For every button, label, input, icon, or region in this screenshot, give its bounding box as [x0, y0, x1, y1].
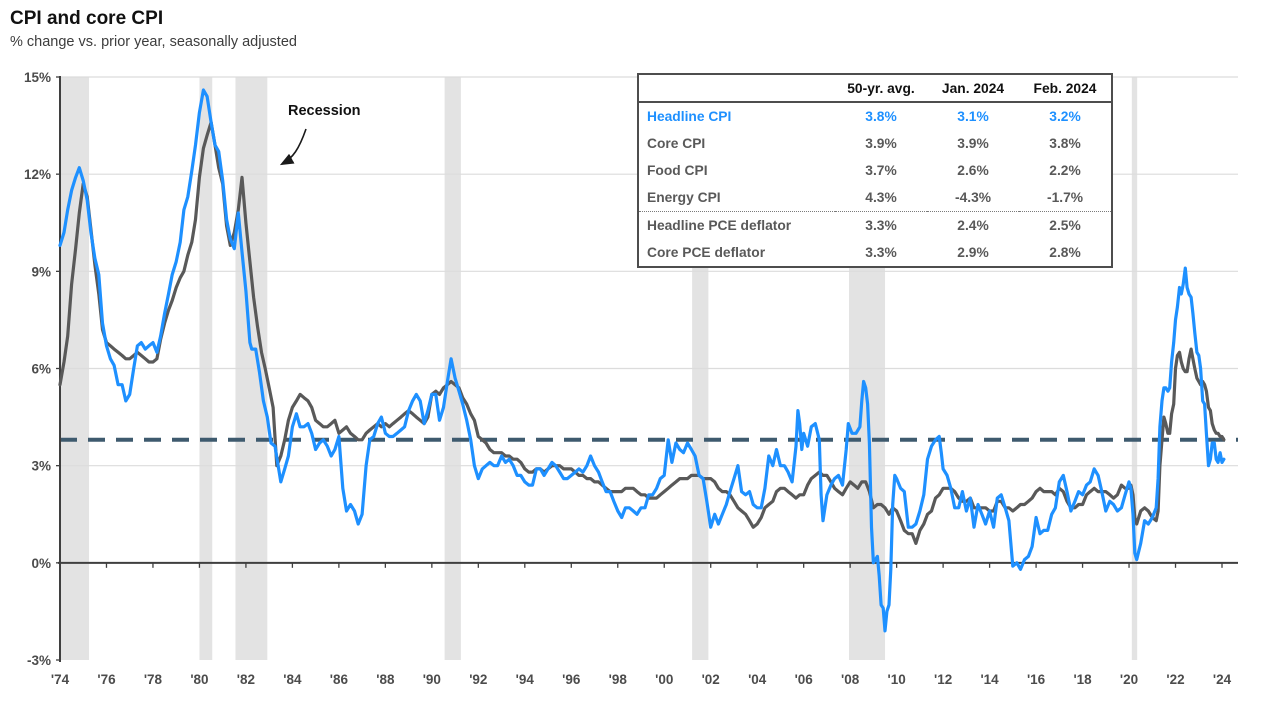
x-axis-label: '74 [51, 672, 70, 687]
table-value-cell: 3.9% [865, 136, 897, 151]
table-value-cell: 2.4% [957, 218, 989, 233]
recession-annotation-label: Recession [288, 103, 361, 119]
y-axis-label: 15% [24, 70, 51, 85]
y-axis-label: 6% [31, 362, 51, 377]
x-axis-label: '04 [748, 672, 767, 687]
x-axis-label: '82 [237, 672, 255, 687]
table-row-label: Energy CPI [639, 184, 835, 212]
recession-annotation-arrow [279, 128, 307, 166]
table-value-cell: 2.6% [957, 163, 989, 178]
table-column-header: Jan. 2024 [927, 75, 1019, 103]
table-value-cell: -1.7% [1019, 184, 1111, 212]
series-line-headline-cpi [58, 88, 1226, 633]
page-subtitle: % change vs. prior year, seasonally adju… [10, 34, 297, 50]
table-value-cell: 3.1% [957, 109, 989, 124]
table-row-label: Headline CPI [647, 109, 732, 124]
table-column-header: 50-yr. avg. [835, 75, 927, 103]
table-value-cell: 2.5% [1049, 218, 1081, 233]
table-value-cell: 3.3% [865, 218, 897, 233]
x-axis-label: '98 [609, 672, 628, 687]
x-axis-label: '80 [190, 672, 208, 687]
x-axis-label: '14 [980, 672, 999, 687]
x-axis-label: '78 [144, 672, 163, 687]
table-value-cell: 2.9% [957, 245, 989, 260]
x-axis-label: '90 [423, 672, 441, 687]
table-value-cell: 3.7% [865, 163, 897, 178]
x-axis-label: '94 [516, 672, 535, 687]
y-axis-label: 9% [31, 264, 51, 279]
y-axis-label: -3% [27, 653, 51, 668]
x-axis-label: '10 [888, 672, 906, 687]
y-axis-label: 12% [24, 167, 51, 182]
x-axis-label: '92 [469, 672, 487, 687]
table-value-cell: 3.8% [1049, 136, 1081, 151]
x-axis-label: '08 [841, 672, 860, 687]
x-axis-label: '12 [934, 672, 952, 687]
table-value-cell: -4.3% [927, 184, 1019, 212]
x-axis-label: '18 [1073, 672, 1092, 687]
table-row-label: Food CPI [647, 163, 708, 178]
table-row-label: Core PCE deflator [647, 245, 766, 260]
x-axis-label: '86 [330, 672, 349, 687]
table-column-header: Feb. 2024 [1019, 75, 1111, 103]
table-value-cell: 3.3% [865, 245, 897, 260]
y-axis-label: 3% [31, 459, 51, 474]
table-row-label: Headline PCE deflator [647, 218, 792, 233]
table-value-cell: 3.2% [1049, 109, 1081, 124]
page-title: CPI and core CPI [10, 8, 164, 29]
stats-table: 50-yr. avg. Jan. 2024 Feb. 2024 Headline CP… [637, 73, 1113, 268]
y-axis-label: 0% [31, 556, 51, 571]
x-axis-label: '88 [376, 672, 395, 687]
x-axis-label: '22 [1166, 672, 1184, 687]
table-value-cell: 3.8% [865, 109, 897, 124]
x-axis-label: '24 [1213, 672, 1232, 687]
x-axis-label: '00 [655, 672, 673, 687]
x-axis-label: '20 [1120, 672, 1138, 687]
table-value-cell: 2.2% [1049, 163, 1081, 178]
series-line-core-cpi [58, 120, 1226, 546]
x-axis-label: '84 [283, 672, 302, 687]
x-axis-label: '76 [97, 672, 116, 687]
table-value-cell: 4.3% [835, 184, 927, 212]
x-axis-label: '16 [1027, 672, 1046, 687]
table-row-label: Core CPI [647, 136, 706, 151]
x-axis-label: '96 [562, 672, 581, 687]
table-value-cell: 2.8% [1049, 245, 1081, 260]
x-axis-label: '06 [795, 672, 814, 687]
table-corner-cell [639, 75, 835, 103]
table-value-cell: 3.9% [957, 136, 989, 151]
x-axis-label: '02 [702, 672, 720, 687]
